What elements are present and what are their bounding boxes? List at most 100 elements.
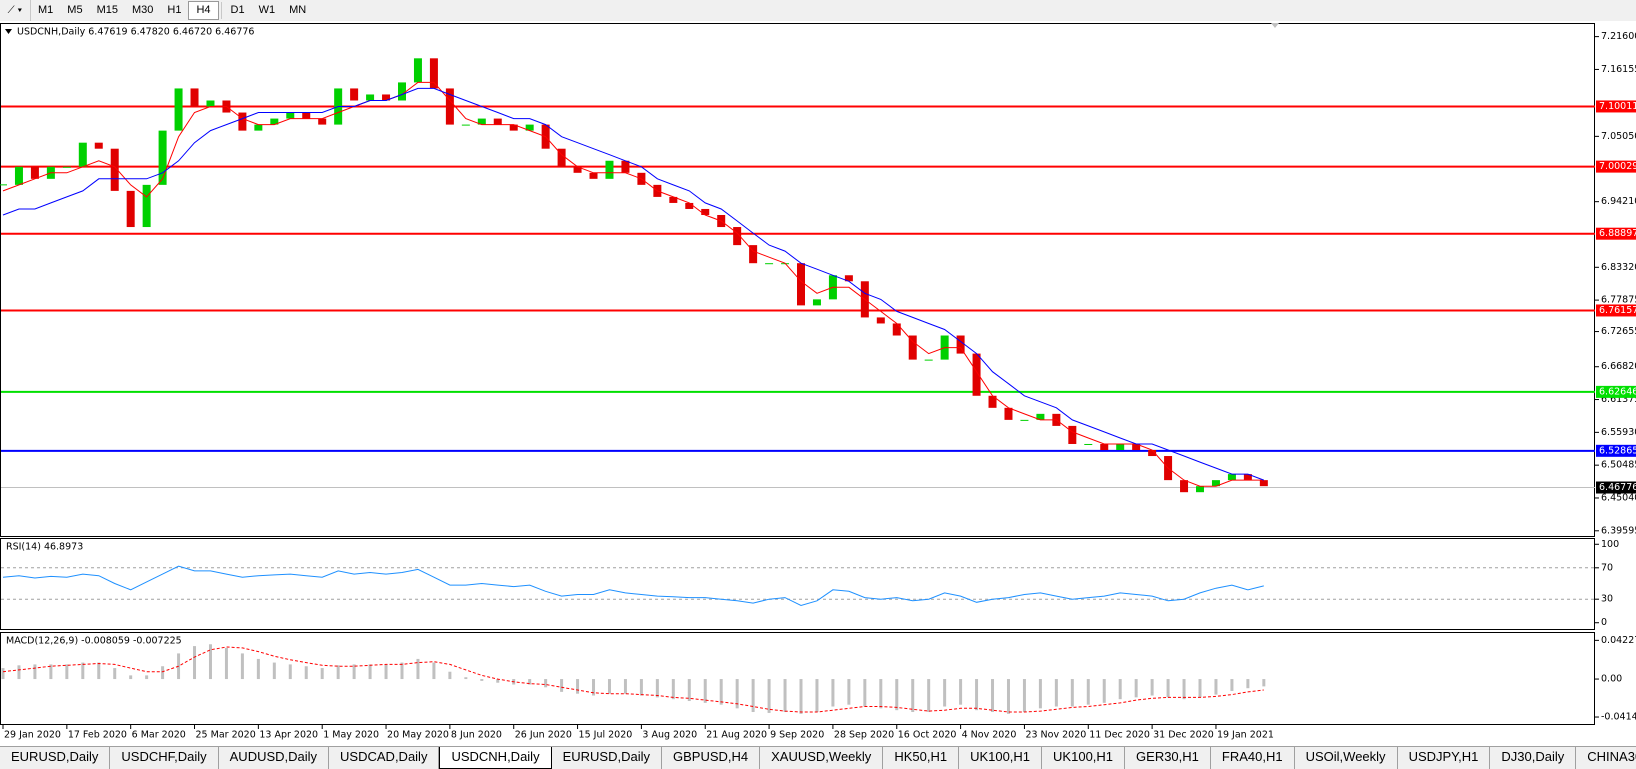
x-tick-label: 25 Mar 2020 [196,730,256,741]
macd-histogram-bar [943,679,947,707]
macd-histogram-bar [256,658,260,680]
chart-tab[interactable]: USDCAD,Daily [329,747,440,769]
candle [924,359,933,361]
level-price-tag [1596,481,1636,494]
candle [1180,480,1189,493]
candle [382,94,391,101]
x-tick-label: 31 Dec 2020 [1153,730,1214,741]
draw-tool-button[interactable]: ⟋ ▾ [0,0,31,21]
chart-tab[interactable]: AUDUSD,Daily [219,747,330,769]
chart-tab[interactable]: EURUSD,Daily [552,747,662,769]
macd-histogram-bar [1230,679,1234,691]
y-tick-label: 0 [1601,617,1607,628]
macd-histogram-bar [895,679,899,711]
candle [493,118,502,125]
macd-histogram-bar [655,679,659,698]
macd-histogram-bar [113,668,117,680]
macd-histogram-bar [751,679,755,713]
candle [142,184,151,228]
moving-average [2,81,1264,487]
candle [30,166,39,179]
x-tick-label: 8 Jun 2020 [451,730,502,741]
x-tick-label: 20 May 2020 [387,730,449,741]
candle [765,263,774,265]
level-price-tag [1596,160,1636,173]
macd-histogram-bar [991,679,995,713]
timeframe-button[interactable]: M15 [96,4,118,16]
chart-tab[interactable]: CHINA300,H1 [1576,747,1636,769]
candle [1068,425,1077,444]
macd-histogram-bar [911,679,915,713]
candle [158,130,167,185]
y-tick-label: 7.21600 [1601,31,1636,42]
candle [988,395,997,408]
level-price-label: 7.00029 [1599,161,1636,172]
timeframe-button[interactable]: W1 [258,4,276,16]
y-tick-label: 6.66820 [1601,361,1636,372]
macd-histogram-bar [799,679,803,714]
timeframe-button[interactable]: M30 [131,4,154,16]
chart-tab[interactable]: USDCHF,Daily [110,747,219,769]
x-tick-label: 11 Dec 2020 [1089,730,1150,741]
candle [956,335,965,354]
macd-histogram-bar [480,679,484,681]
candle [366,94,375,101]
x-tick-label: 9 Sep 2020 [770,730,824,741]
macd-histogram-bar [1070,679,1074,707]
candle [398,82,406,101]
chart-tabs: EURUSD,Daily USDCHF,Daily AUDUSD,Daily USDC… [0,746,1636,769]
panel-frame [0,538,1595,630]
candle [413,58,422,83]
candle [1227,474,1236,481]
candle [206,100,215,107]
x-tick-label: 16 Oct 2020 [898,730,957,741]
macd-histogram-bar [224,647,228,680]
macd-histogram-bar [81,662,85,680]
level-price-label: 6.52865 [1599,445,1636,456]
chart-tab[interactable]: HK50,H1 [883,747,960,769]
macd-histogram-bar [97,662,101,680]
candle [94,142,103,149]
chart-tab[interactable]: UK100,H1 [959,747,1043,769]
chart-tab[interactable]: GBPUSD,H4 [662,747,761,769]
candle [302,112,311,119]
macd-histogram-bar [671,679,675,700]
candle [605,160,614,179]
y-tick-label: 0.00 [1601,674,1622,685]
x-tick-label: 19 Jan 2021 [1217,730,1274,741]
y-tick-label: 7.05050 [1601,131,1636,142]
chart-tab[interactable]: XAUUSD,Weekly [760,747,884,769]
macd-histogram-bar [352,664,356,680]
macd-histogram-bar [959,679,963,705]
timeframe-button[interactable]: H1 [167,4,182,16]
timeframe-button[interactable]: H4 [188,1,219,20]
candle [1036,413,1045,420]
chart-tab[interactable]: DJ30,Daily [1490,747,1577,769]
chart-tab[interactable]: USDCNH,Daily [439,747,552,769]
timeframe-button[interactable]: MN [289,4,307,16]
indicator-title: USDCNH,Daily 6.47619 6.47820 6.46720 6.4… [17,27,254,38]
timeframe-button[interactable]: M1 [38,4,54,16]
y-tick-label: 0.042275 [1601,635,1636,646]
timeframe-button[interactable]: M5 [67,4,83,16]
chart-tab[interactable]: GER30,H1 [1125,747,1211,769]
timeframe-button[interactable]: D1 [230,4,245,16]
candle [557,148,566,167]
macd-histogram-bar [33,664,37,680]
y-tick-label: 30 [1601,594,1613,605]
chart-tab[interactable]: EURUSD,Daily [0,747,111,769]
macd-histogram-bar [560,679,564,692]
chart-tab[interactable]: UK100,H1 [1042,747,1126,769]
macd-histogram-bar [384,664,388,680]
macd-histogram-bar [129,675,133,680]
chart-tab[interactable]: FRA40,H1 [1211,747,1295,769]
macd-histogram-bar [49,664,53,680]
macd-histogram-bar [623,679,627,694]
macd-histogram-bar [975,679,979,711]
chart-tab[interactable]: USDJPY,H1 [1398,747,1491,769]
level-price-label: 7.10011 [1599,101,1636,112]
macd-histogram-bar [1182,679,1186,700]
macd-histogram-bar [208,644,212,680]
y-tick-label: 100 [1601,539,1619,550]
chart-tab[interactable]: USOil,Weekly [1295,747,1398,769]
